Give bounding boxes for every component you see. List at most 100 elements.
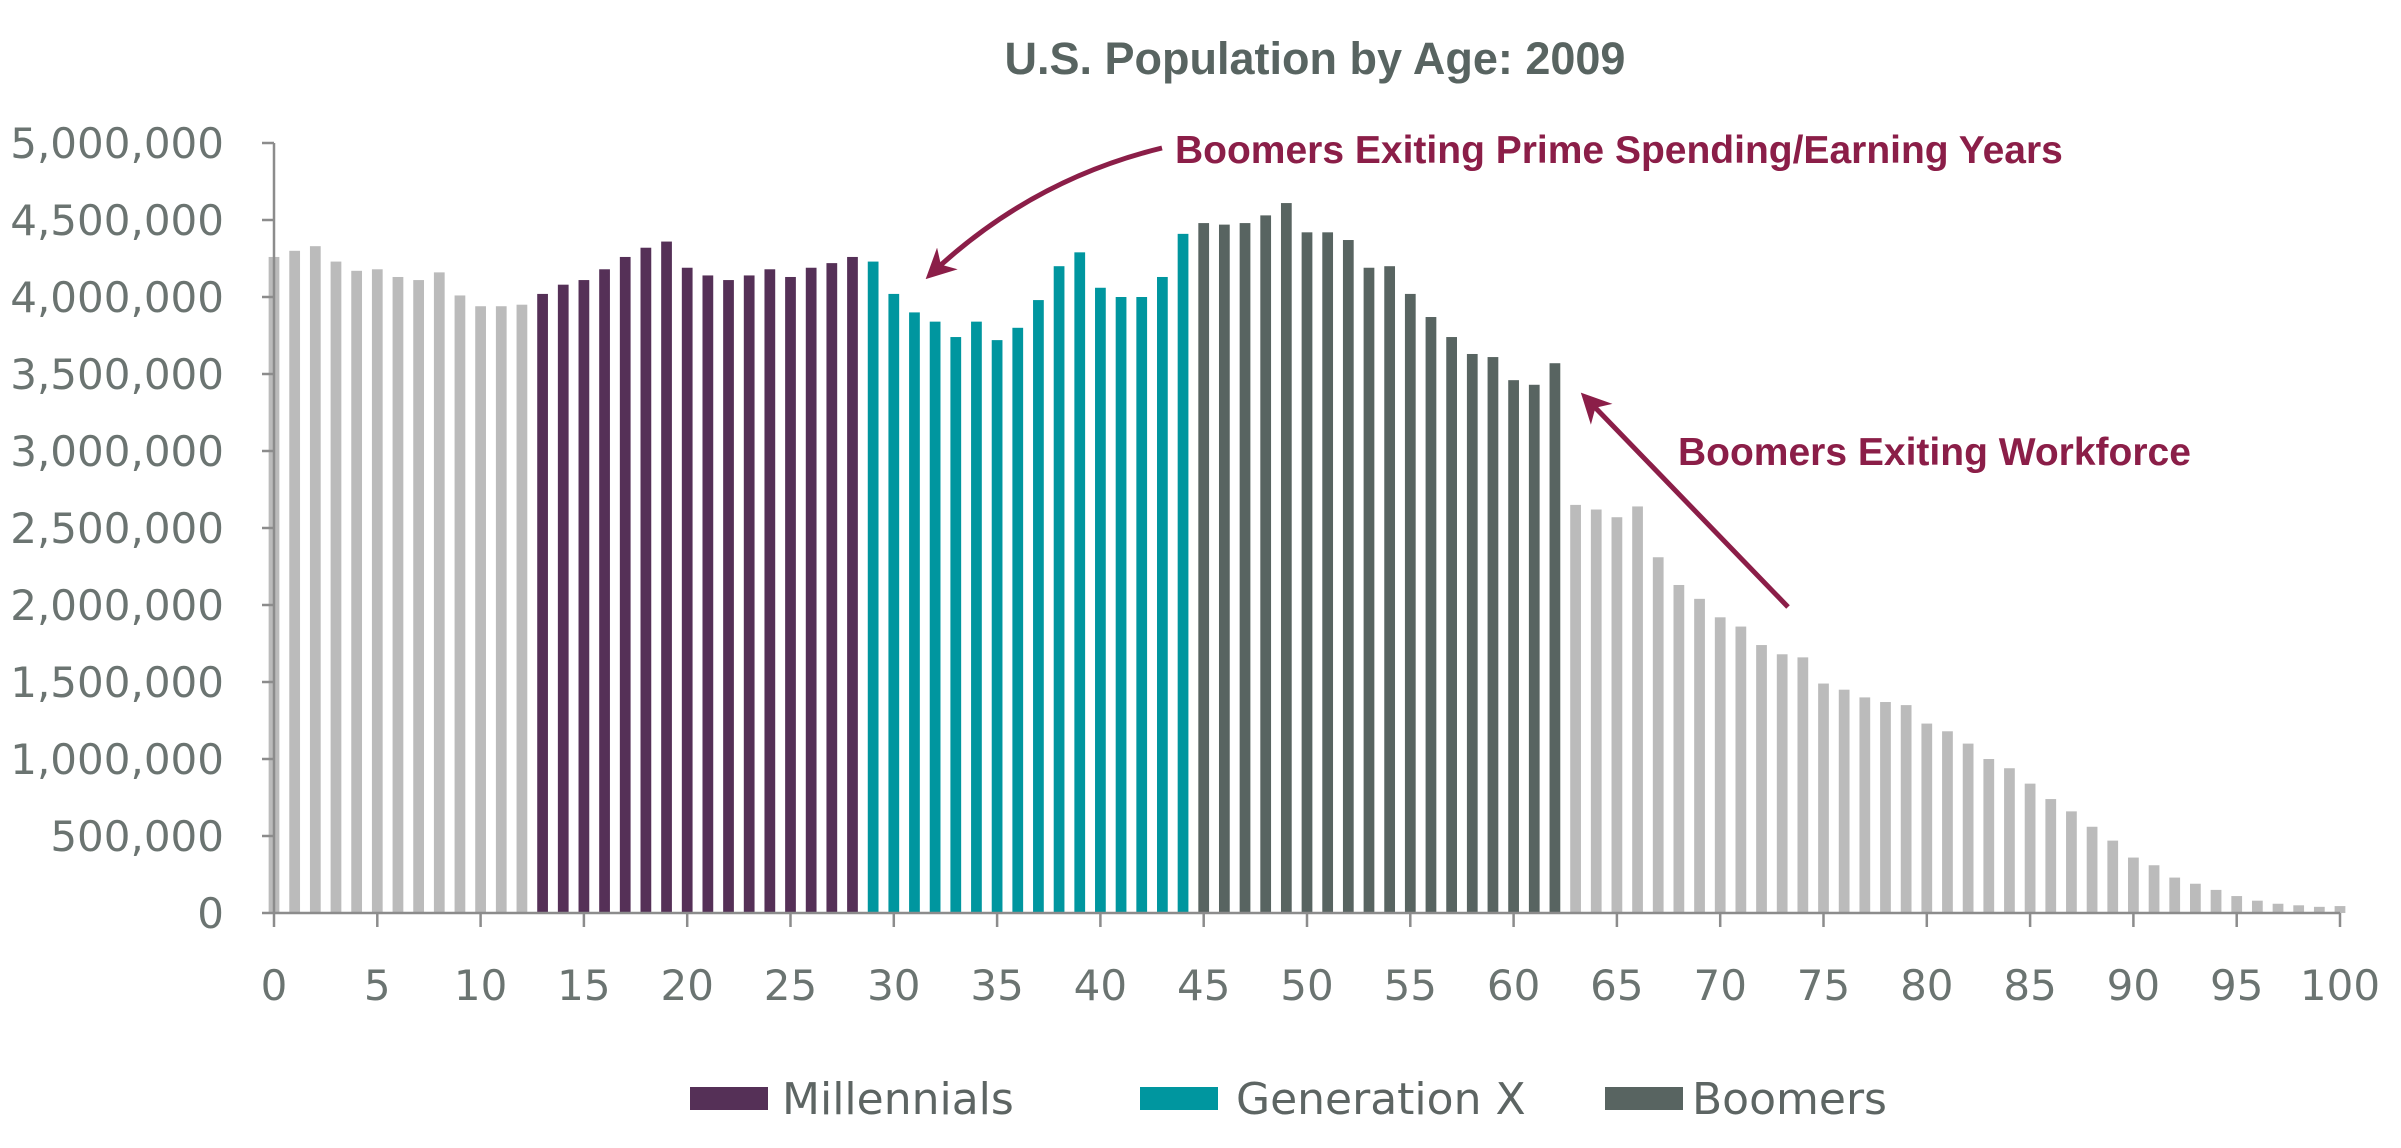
bar-age-37 <box>1033 300 1044 914</box>
bar-age-23 <box>743 275 755 913</box>
x-tick-label: 30 <box>867 961 920 1010</box>
legend-swatch-generation-x <box>1140 1087 1218 1110</box>
bar-age-49 <box>1280 203 1292 913</box>
bar-age-35 <box>991 340 1003 913</box>
bar-age-25 <box>785 276 796 914</box>
bar-age-36 <box>1012 327 1024 913</box>
bar-age-96 <box>2251 900 2263 913</box>
bar-age-7 <box>413 280 424 913</box>
x-axis-ticks: 0 5 10 15 20 25 30 35 40 45 50 55 60 65 70 75 80 85 90 95 10… <box>261 913 2380 1010</box>
bar-age-1 <box>289 250 301 914</box>
bar-age-100 <box>2334 906 2346 913</box>
y-tick-label: 1,500,000 <box>10 658 224 707</box>
bar-age-61 <box>1528 384 1540 913</box>
bar-age-95 <box>2231 896 2243 913</box>
bar-age-64 <box>1590 509 1602 913</box>
x-tick-label: 60 <box>1487 961 1540 1010</box>
bars-group <box>268 203 2346 914</box>
bar-age-67 <box>1652 557 1664 913</box>
legend-label-boomers: Boomers <box>1692 1074 1887 1125</box>
x-tick-label: 50 <box>1280 961 1333 1010</box>
x-tick-label: 90 <box>2107 961 2160 1010</box>
x-tick-label: 10 <box>454 961 507 1010</box>
bar-age-55 <box>1404 293 1416 913</box>
bar-age-79 <box>1900 705 1912 913</box>
bar-age-92 <box>2169 877 2181 913</box>
bar-age-99 <box>2313 906 2325 913</box>
y-tick-label: 1,000,000 <box>10 735 224 784</box>
bar-age-84 <box>2004 768 2015 913</box>
bar-age-50 <box>1301 232 1313 913</box>
x-tick-label: 5 <box>364 961 391 1010</box>
annotation-prime-spending: Boomers Exiting Prime Spending/Earning Y… <box>1175 129 2063 172</box>
bar-age-90 <box>2128 857 2139 913</box>
bar-age-56 <box>1425 317 1437 913</box>
bar-age-52 <box>1342 240 1354 913</box>
chart-title: U.S. Population by Age: 2009 <box>1005 33 1626 84</box>
bar-age-66 <box>1632 506 1643 913</box>
bar-age-8 <box>433 272 445 913</box>
bar-age-72 <box>1756 645 1767 913</box>
bar-age-69 <box>1694 598 1705 913</box>
bar-age-15 <box>578 280 590 913</box>
bar-age-94 <box>2210 889 2222 913</box>
bar-age-80 <box>1921 723 1933 913</box>
bar-age-10 <box>475 306 486 913</box>
y-tick-label: 5,000,000 <box>10 119 224 168</box>
bar-age-31 <box>909 312 920 913</box>
bar-age-76 <box>1838 689 1850 913</box>
bar-age-46 <box>1218 224 1230 913</box>
bar-age-44 <box>1177 233 1189 914</box>
bar-age-74 <box>1797 657 1809 913</box>
bar-age-34 <box>971 321 982 913</box>
annotation-exiting-workforce: Boomers Exiting Workforce <box>1678 431 2191 474</box>
bar-age-42 <box>1136 297 1148 913</box>
x-tick-label: 35 <box>970 961 1023 1010</box>
bar-age-77 <box>1859 697 1871 913</box>
bar-age-24 <box>764 269 776 913</box>
bar-age-89 <box>2107 840 2119 913</box>
annotation-prime-spending-arrow <box>925 145 1163 280</box>
x-tick-label: 65 <box>1590 961 1643 1010</box>
bar-age-6 <box>392 276 404 914</box>
bar-age-32 <box>929 321 941 913</box>
bar-age-70 <box>1714 617 1726 913</box>
y-tick-label: 3,500,000 <box>10 350 224 399</box>
x-tick-label: 25 <box>764 961 817 1010</box>
bar-age-40 <box>1095 287 1106 913</box>
bar-age-87 <box>2066 811 2077 913</box>
bar-age-68 <box>1673 584 1685 913</box>
bar-age-30 <box>888 293 900 913</box>
x-tick-label: 15 <box>557 961 610 1010</box>
legend-swatch-boomers <box>1605 1087 1683 1110</box>
bar-age-9 <box>454 295 466 914</box>
bar-age-93 <box>2190 883 2201 913</box>
bar-age-19 <box>661 241 672 913</box>
bar-age-20 <box>681 267 693 913</box>
bar-age-75 <box>1818 683 1829 913</box>
annotation-exiting-workforce-arrow <box>1580 392 1790 609</box>
bar-age-43 <box>1157 276 1168 914</box>
bar-age-60 <box>1508 380 1519 913</box>
bar-age-71 <box>1735 626 1747 913</box>
bar-age-65 <box>1611 517 1623 913</box>
bar-age-21 <box>702 275 714 913</box>
bar-age-86 <box>2045 799 2057 913</box>
bar-age-14 <box>557 284 569 913</box>
bar-age-39 <box>1074 252 1086 914</box>
legend: Millennials Generation X Boomers <box>690 1074 1887 1125</box>
bar-age-28 <box>847 256 858 914</box>
bar-age-33 <box>950 337 962 913</box>
bar-age-63 <box>1570 504 1581 913</box>
y-tick-label: 2,500,000 <box>10 504 224 553</box>
bar-age-27 <box>826 263 838 913</box>
bar-age-26 <box>805 267 817 913</box>
y-tick-label: 4,500,000 <box>10 196 224 245</box>
y-axis-ticks: 0 500,000 1,000,000 1,500,000 2,000,000 2,500… <box>10 119 274 938</box>
bar-age-45 <box>1198 223 1210 913</box>
bar-age-47 <box>1239 223 1251 913</box>
x-tick-label: 20 <box>660 961 713 1010</box>
bar-age-82 <box>1962 743 1974 913</box>
legend-swatch-millennials <box>690 1087 768 1110</box>
